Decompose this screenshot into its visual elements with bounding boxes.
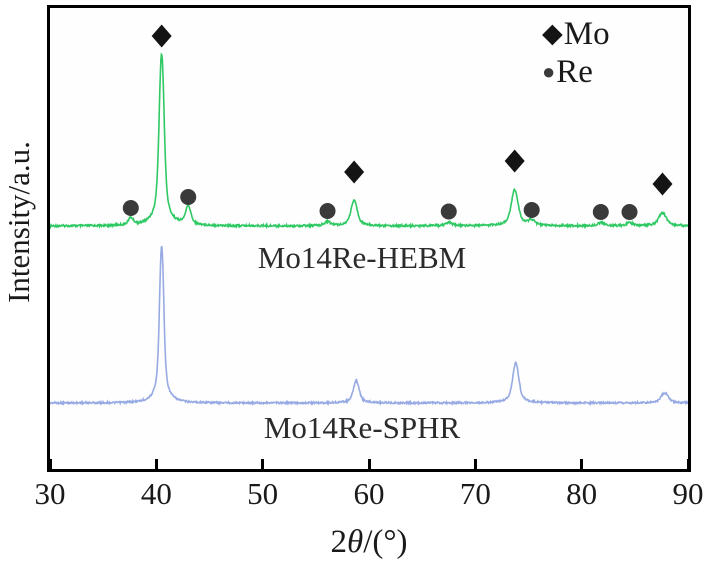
x-tick-label-50: 50 <box>247 476 279 511</box>
x-tick-60 <box>367 459 371 469</box>
mo-peak-diamond-icon <box>344 160 365 184</box>
x-tick-30 <box>48 459 52 469</box>
legend: ◆ Mo ● Re <box>542 16 610 91</box>
x-tick-label-30: 30 <box>34 476 66 511</box>
x-tick-80 <box>580 459 584 469</box>
x-axis-label-suffix: /(°) <box>363 524 408 560</box>
x-axis-label: 2θ/(°) <box>330 524 407 561</box>
mo-peak-diamond-icon <box>151 24 172 48</box>
mo-peak-diamond-icon <box>504 149 525 173</box>
series-label-sphr: Mo14Re-SPHR <box>263 410 461 445</box>
plot-area: ◆ Mo ● Re Mo14Re-HEBM Mo14Re-SPHR <box>47 5 691 472</box>
mo-diamond-icon: ◆ <box>542 18 563 49</box>
re-peak-circle-icon <box>180 189 197 205</box>
x-tick-label-70: 70 <box>459 476 491 511</box>
re-peak-circle-icon <box>621 204 638 220</box>
curve-mo14re-sphr <box>50 245 688 407</box>
curve-mo14re-hebm <box>50 52 688 230</box>
re-peak-circle-icon <box>319 203 336 219</box>
x-axis-label-theta: θ <box>346 524 364 560</box>
x-axis-label-prefix: 2 <box>330 524 347 560</box>
x-tick-label-80: 80 <box>566 476 598 511</box>
x-tick-90 <box>686 459 690 469</box>
x-tick-label-60: 60 <box>353 476 385 511</box>
re-peak-circle-icon <box>440 203 457 220</box>
x-tick-50 <box>261 459 265 469</box>
y-axis-label: Intensity/a.u. <box>1 141 36 303</box>
x-tick-70 <box>473 459 477 469</box>
legend-label-mo: Mo <box>563 16 610 52</box>
x-tick-label-90: 90 <box>672 476 704 511</box>
re-circle-icon: ● <box>542 59 556 85</box>
legend-item-mo: ◆ Mo <box>542 16 610 52</box>
xrd-plot-canvas <box>50 24 688 407</box>
re-peak-circle-icon <box>523 202 540 218</box>
legend-label-re: Re <box>556 54 593 91</box>
legend-item-re: ● Re <box>542 54 610 90</box>
re-peak-circle-icon <box>592 204 609 220</box>
x-tick-40 <box>154 459 158 469</box>
x-tick-label-40: 40 <box>140 476 172 511</box>
re-peak-circle-icon <box>122 200 139 216</box>
series-label-hebm: Mo14Re-HEBM <box>257 240 467 275</box>
mo-peak-diamond-icon <box>652 172 673 196</box>
